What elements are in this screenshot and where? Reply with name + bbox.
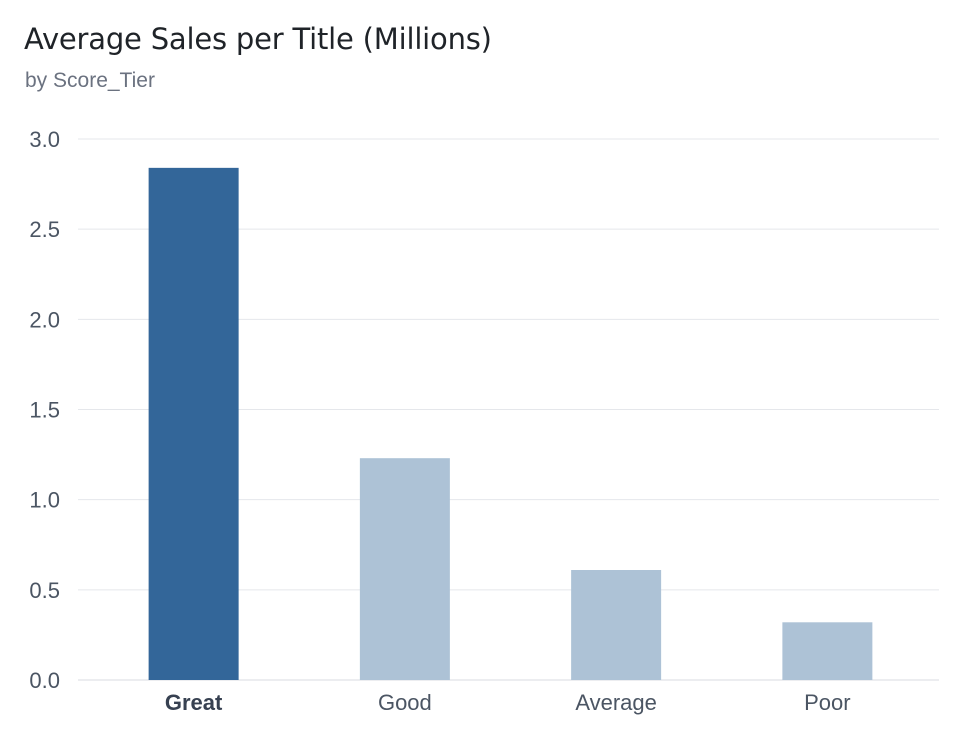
y-axis: 0.0 0.5 1.0 1.5 2.0 2.5 3.0 <box>29 127 60 693</box>
x-tick-label-poor: Poor <box>804 690 850 715</box>
y-tick-label: 0.5 <box>29 578 60 603</box>
bar-poor <box>782 622 873 680</box>
bar-good <box>359 458 450 680</box>
chart-subtitle: by Score_Tier <box>25 69 155 92</box>
chart-title: Average Sales per Title (Millions) <box>24 22 492 56</box>
y-tick-label: 1.0 <box>29 488 60 513</box>
x-axis: Great Good Average Poor <box>165 690 851 715</box>
y-tick-label: 2.0 <box>29 307 60 332</box>
bar-average <box>571 569 662 680</box>
x-tick-label-average: Average <box>575 690 657 715</box>
y-tick-label: 2.5 <box>29 217 60 242</box>
x-tick-label-good: Good <box>378 690 432 715</box>
bar-great <box>148 167 239 680</box>
x-tick-label-great: Great <box>165 690 223 715</box>
y-tick-label: 0.0 <box>29 668 60 693</box>
y-tick-label: 1.5 <box>29 398 60 423</box>
y-tick-label: 3.0 <box>29 127 60 152</box>
bars <box>148 167 873 680</box>
